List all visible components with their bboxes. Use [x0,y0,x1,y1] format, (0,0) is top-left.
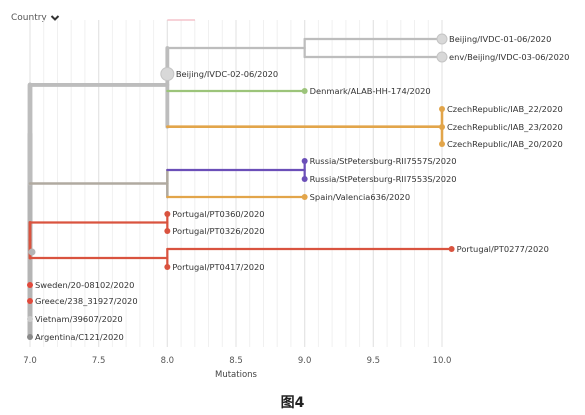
tip-node [164,228,171,234]
tip-node [27,282,33,288]
tip-node [164,211,171,217]
tip-label: Russia/StPetersburg-RII7557S/2020 [310,156,457,166]
tip-label: Spain/Valencia636/2020 [310,192,410,202]
country-filter-button[interactable]: Country [11,13,60,23]
tip-node [301,158,308,164]
tip-label: Denmark/ALAB-HH-174/2020 [310,86,431,96]
tip-label: Vietnam/39607/2020 [35,314,123,324]
tip-label: Greece/238_31927/2020 [35,296,138,306]
x-tick-label: 7.5 [92,356,106,366]
country-filter-label: Country [11,13,47,23]
tip-label: Portugal/PT0326/2020 [172,226,264,236]
tip-node [436,33,448,45]
chevron-down-icon [50,15,59,21]
x-tick-label: 10.0 [433,356,452,366]
tip-label: Russia/StPetersburg-RII7553S/2020 [310,174,457,184]
tip-node [27,334,33,340]
phylogenetic-tree: Beijing/IVDC-01-06/2020 env/Beijing/IVDC-… [23,19,569,380]
tip-node [439,141,445,147]
tip-label: CzechRepublic/IAB_23/2020 [447,122,563,132]
x-axis-label: Mutations [215,370,258,380]
tip-label: Sweden/20-08102/2020 [35,280,134,290]
tip-label: env/Beijing/IVDC-03-06/2020 [449,52,569,62]
tip-node [301,176,308,182]
tip-label: Argentina/C121/2020 [35,332,124,342]
tip-label: CzechRepublic/IAB_22/2020 [447,104,563,114]
tip-label: Portugal/PT0360/2020 [172,209,264,219]
tip-node [164,264,171,270]
x-tick-label: 9.0 [298,356,312,366]
tip-node [301,194,308,200]
figure-caption: 图4 [280,395,305,411]
root-node [28,248,36,256]
x-tick-label: 7.0 [23,356,37,366]
x-tick-label: 8.5 [229,356,243,366]
tip-label: Beijing/IVDC-01-06/2020 [449,34,551,44]
tip-node [448,246,455,252]
tip-node [160,67,175,81]
tip-node [27,316,33,322]
x-tick-label: 9.5 [367,356,381,366]
tip-label: Portugal/PT0417/2020 [172,262,264,272]
tip-label: Portugal/PT0277/2020 [457,244,549,254]
tip-node [301,88,308,94]
tip-node [439,106,445,112]
tip-node [436,51,448,63]
x-tick-label: 8.0 [161,356,175,366]
tip-node [27,298,33,304]
tip-node [439,124,445,130]
tip-label: Beijing/IVDC-02-06/2020 [176,69,278,79]
tip-label: CzechRepublic/IAB_20/2020 [447,139,563,149]
